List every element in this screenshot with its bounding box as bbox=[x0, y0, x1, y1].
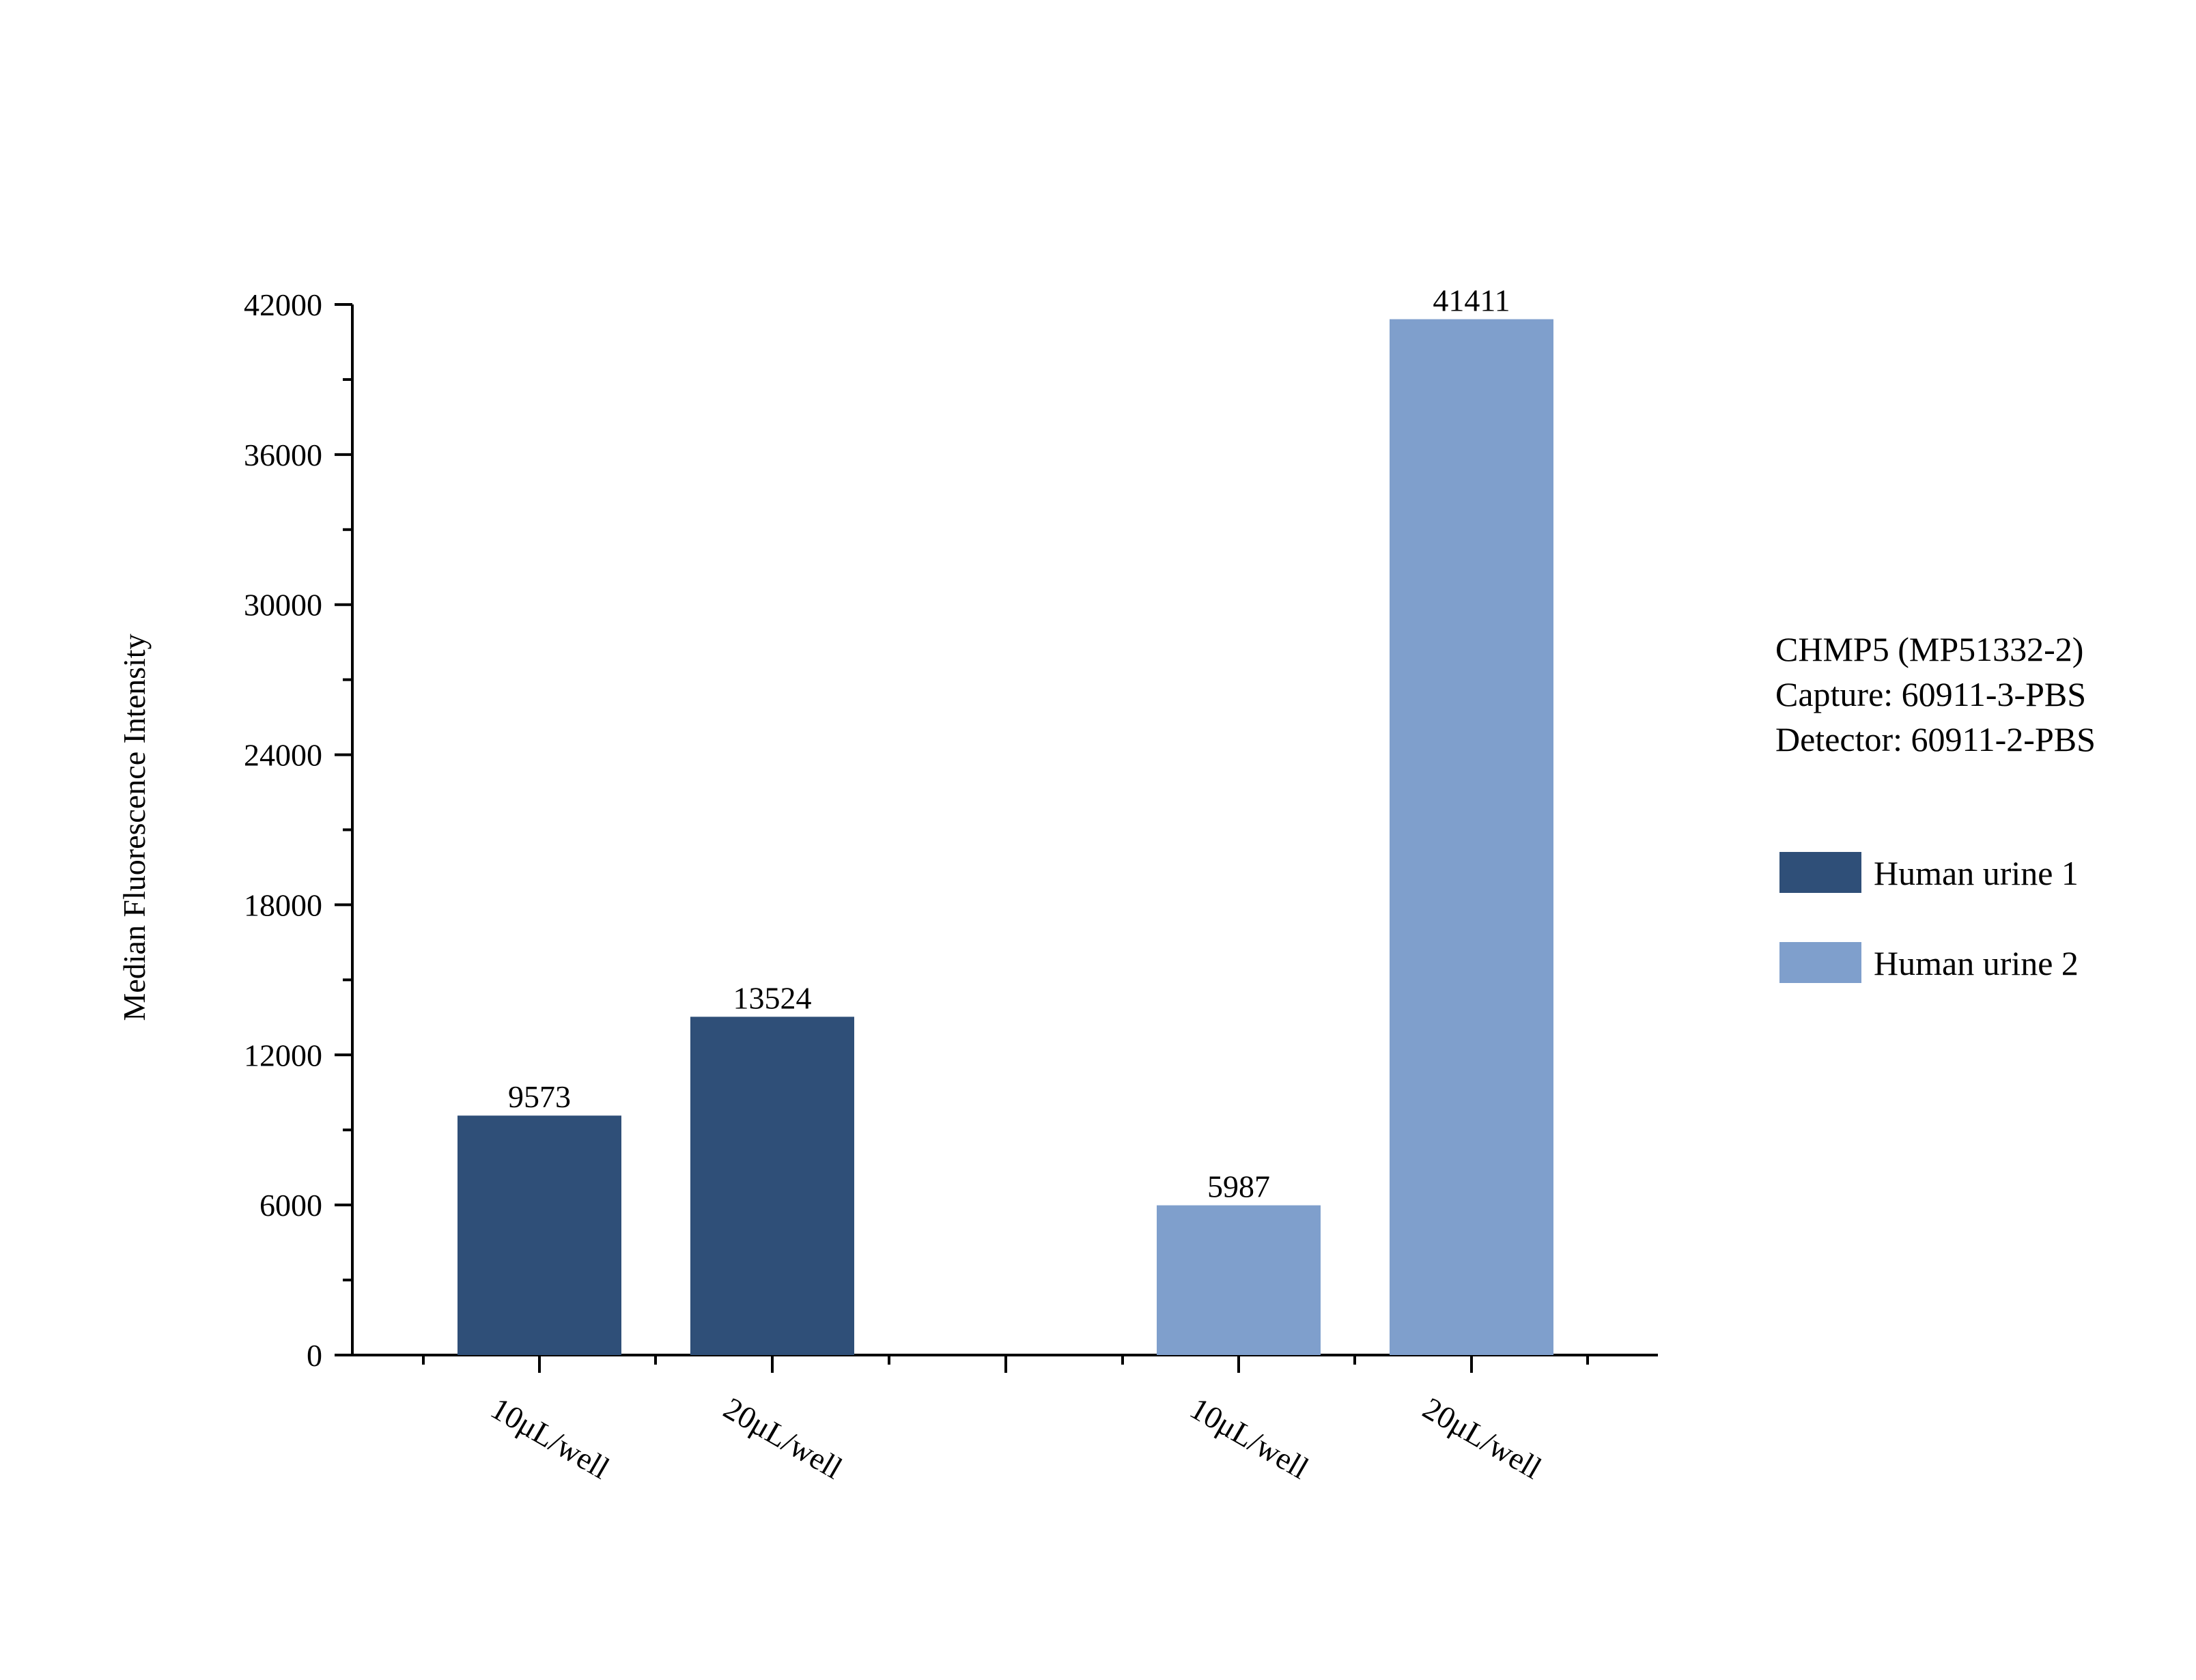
x-tick-label: 10μL/well bbox=[485, 1391, 615, 1486]
y-tick-label: 0 bbox=[307, 1338, 322, 1373]
x-tick-label: 20μL/well bbox=[1417, 1391, 1547, 1486]
legend-label-human-urine-1: Human urine 1 bbox=[1874, 854, 2079, 892]
y-tick-label: 30000 bbox=[244, 588, 322, 623]
bar bbox=[1390, 319, 1553, 1355]
data-labels: 9573 13524 5987 41411 bbox=[508, 283, 1510, 1204]
y-tick-label: 18000 bbox=[244, 887, 322, 922]
bars bbox=[458, 319, 1553, 1355]
info-box: CHMP5 (MP51332-2) Capture: 60911-3-PBS D… bbox=[1775, 630, 2096, 758]
info-line-detector: Detector: 60911-2-PBS bbox=[1775, 720, 2096, 758]
x-tick-label: 10μL/well bbox=[1184, 1391, 1314, 1486]
y-tick-label: 6000 bbox=[259, 1188, 322, 1223]
legend-swatch-human-urine-1 bbox=[1779, 852, 1861, 893]
bar bbox=[690, 1016, 854, 1355]
y-tick-label: 36000 bbox=[244, 438, 322, 472]
y-axis: 0 6000 12000 18000 24000 30000 36000 42000 bbox=[244, 287, 354, 1373]
info-line-capture: Capture: 60911-3-PBS bbox=[1775, 675, 2086, 713]
bar bbox=[458, 1115, 621, 1355]
y-tick-label: 24000 bbox=[244, 738, 322, 773]
bar bbox=[1157, 1205, 1321, 1355]
legend: Human urine 1 Human urine 2 bbox=[1779, 852, 2079, 983]
legend-label-human-urine-2: Human urine 2 bbox=[1874, 944, 2079, 982]
x-tick-label: 20μL/well bbox=[718, 1391, 848, 1486]
y-tick-label: 42000 bbox=[244, 287, 322, 322]
y-axis-title: Median Fluorescence Intensity bbox=[117, 633, 152, 1021]
data-label: 13524 bbox=[733, 980, 812, 1015]
data-label: 41411 bbox=[1433, 283, 1510, 318]
info-line-protein: CHMP5 (MP51332-2) bbox=[1775, 630, 2083, 668]
y-tick-label: 12000 bbox=[244, 1038, 322, 1072]
data-label: 5987 bbox=[1207, 1169, 1270, 1204]
data-label: 9573 bbox=[508, 1079, 571, 1114]
x-axis: 10μL/well 20μL/well 10μL/well 20μL/well bbox=[335, 1354, 1658, 1486]
legend-swatch-human-urine-2 bbox=[1779, 942, 1861, 983]
